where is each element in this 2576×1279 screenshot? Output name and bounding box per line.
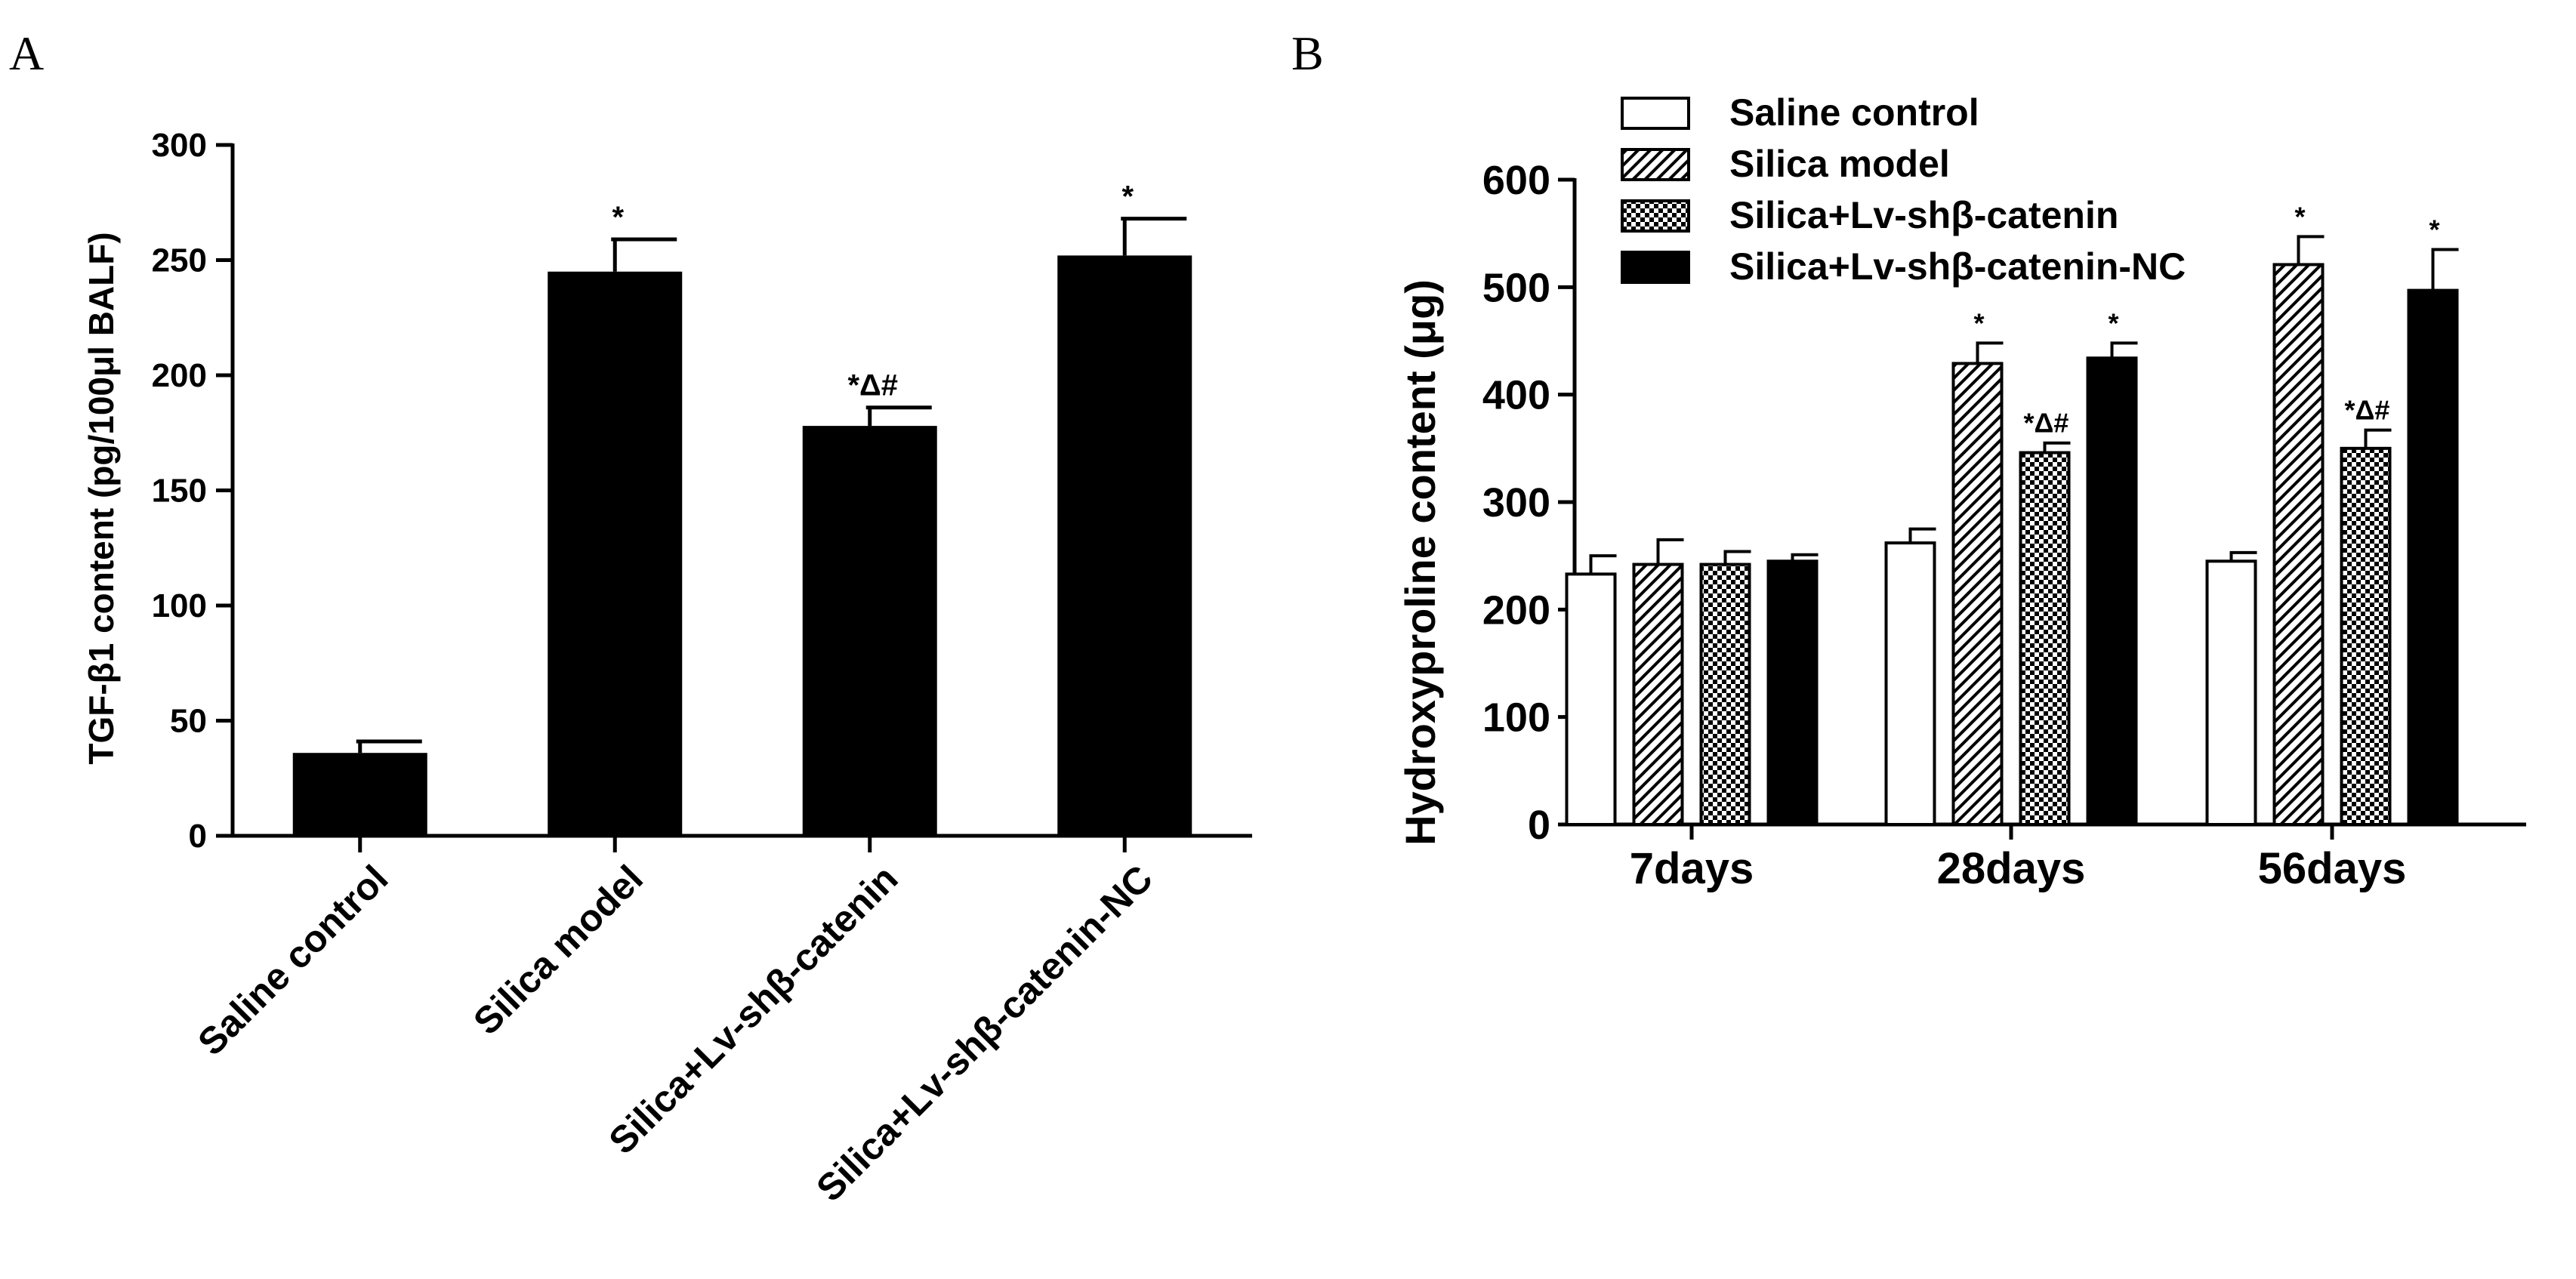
panel-b-x-tick-label: 56days [2258, 844, 2407, 893]
panel-b-y-tick-label: 600 [1482, 158, 1550, 203]
panel-a-y-tick-label: 200 [152, 357, 207, 394]
panel-b-bar [1951, 362, 2004, 826]
panel-b: B 0 100 200 300 400 500 600 7days 28days 56days *… [1291, 26, 2526, 893]
legend-label: Saline control [1729, 91, 1979, 134]
legend-swatch [1621, 148, 1690, 181]
panel-b-bar [1766, 559, 1819, 826]
panel-b-bars: * *Δ# * * *Δ# * [1565, 201, 2459, 827]
panel-a-x-tick-label: Silica model [465, 857, 651, 1043]
panel-b-y-axis-title: Hydroxyproline content (μg) [1396, 279, 1444, 846]
panel-b-label: B [1291, 26, 1324, 80]
panel-b-bar [1884, 541, 1936, 826]
panel-a-y-tick-label: 50 [170, 703, 207, 740]
panel-b-bar [2407, 288, 2459, 826]
panel-b-significance-label: *Δ# [2345, 395, 2390, 426]
panel-a-bar [548, 271, 683, 836]
panel-b-y-tick-label: 0 [1528, 803, 1550, 848]
panel-a-bar [292, 753, 427, 836]
panel-a-significance-label: * [612, 201, 624, 234]
panel-a-y-tick-label: 150 [152, 473, 207, 510]
panel-b-significance-label: * [2429, 214, 2439, 245]
panel-b-y-tick-label: 300 [1482, 480, 1550, 525]
panel-a-label: A [9, 26, 44, 80]
panel-b-x-tick-label: 28days [1937, 844, 2086, 893]
legend-label: Silica+Lv-shβ-catenin [1729, 194, 2118, 236]
panel-a-significance-label: * [1121, 180, 1134, 214]
panel-a-bar [1057, 255, 1192, 836]
legend-swatch [1621, 251, 1690, 284]
panel-a-significance-label: *Δ# [847, 369, 898, 402]
panel-a: A 0 50 100 150 200 250 300 Saline control Silica… [9, 26, 1252, 1210]
panel-b-significance-label: * [2108, 307, 2118, 338]
panel-b-bar [2340, 446, 2392, 826]
panel-b-bar [1632, 562, 1684, 826]
legend-label: Silica+Lv-shβ-catenin-NC [1729, 245, 2186, 288]
panel-b-significance-label: *Δ# [2024, 408, 2069, 439]
panel-b-bar [2019, 451, 2071, 826]
panel-b-y-tick-label: 100 [1482, 695, 1550, 741]
panel-b-y-tick-label: 200 [1482, 587, 1550, 633]
panel-a-bar [802, 426, 937, 836]
panel-a-y-axis-title: TGF-β1 content (pg/100μl BALF) [82, 232, 121, 764]
panel-b-bar [2205, 559, 2257, 826]
legend-label: Silica model [1729, 143, 1950, 185]
legend-swatch [1621, 97, 1690, 130]
legend-swatch [1621, 199, 1690, 233]
panel-a-x-tick-label: Saline control [190, 857, 396, 1063]
panel-b-bar [1699, 562, 1751, 826]
panel-b-y-tick-label: 500 [1482, 265, 1550, 310]
panel-a-bars: * *Δ# * [292, 180, 1192, 836]
panel-a-y-tick-label: 0 [189, 818, 207, 855]
panel-b-bar [1565, 572, 1617, 826]
panel-a-y-tick-label: 300 [152, 127, 207, 164]
panel-b-bar [2086, 356, 2138, 827]
panel-a-x-tick-label: Silica+Lv-shβ-catenin [600, 857, 905, 1162]
panel-b-y-tick-label: 400 [1482, 373, 1550, 418]
panel-b-significance-label: * [2294, 201, 2305, 232]
panel-a-y-tick-label: 100 [152, 587, 207, 624]
panel-b-legend: Saline control Silica model Silica+Lv-shβ-… [1621, 91, 2186, 288]
panel-b-bar [2272, 263, 2325, 826]
panel-b-significance-label: * [1973, 307, 1984, 338]
panel-a-y-tick-label: 250 [152, 242, 207, 279]
panel-b-x-tick-label: 7days [1630, 844, 1754, 893]
